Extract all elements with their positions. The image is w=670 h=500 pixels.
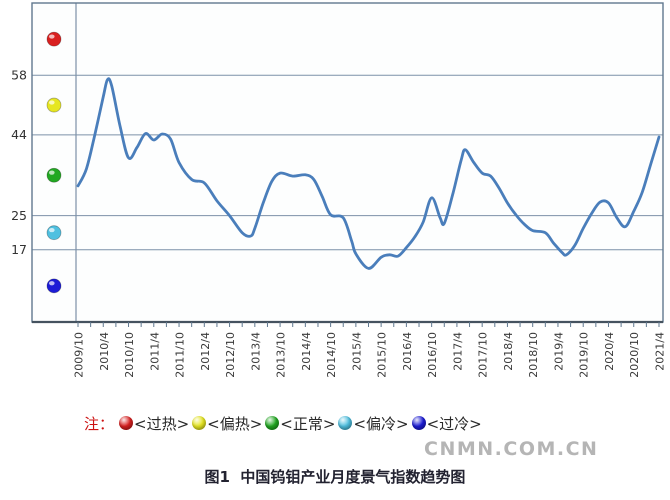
x-axis-label: 2021/4 — [654, 332, 667, 371]
watermark-text: CNMN.COM.CN — [424, 438, 599, 460]
zone-legend: 注： <过热> <偏热> <正常> <偏冷> <过冷> — [84, 412, 482, 434]
x-axis-label: 2016/4 — [401, 332, 414, 371]
legend-label-normal: <正常> — [280, 414, 336, 433]
legend-item-cool: <偏冷> — [338, 413, 409, 434]
x-axis-label: 2016/10 — [426, 332, 439, 378]
red-ball-icon — [119, 416, 134, 430]
plot-background — [32, 3, 663, 322]
lightblue-ball-icon — [338, 416, 353, 430]
overheated-zone-ball-icon — [46, 31, 62, 47]
x-axis-label: 2014/10 — [325, 332, 338, 378]
normal-zone-ball-icon — [46, 167, 62, 183]
blue-ball-icon — [411, 416, 426, 430]
yellow-ball-icon — [192, 416, 207, 430]
legend-item-warm: <偏热> — [192, 413, 262, 434]
prosperity-index-chart: 58 44 25 17 2009/10 2010/4 2010/10 2011/4 2011/1… — [11, 2, 667, 378]
chart-canvas: 58 44 25 17 2009/10 2010/4 2010/10 2011/4 2011/1… — [11, 2, 667, 378]
index-line-series — [76, 77, 661, 270]
cool-zone-ball-icon — [46, 225, 62, 241]
ball-highlight — [49, 281, 55, 286]
legend-item-overheated: <过热> — [119, 413, 189, 434]
x-axis-label: 2011/4 — [148, 332, 161, 371]
x-axis-label: 2009/10 — [73, 332, 86, 378]
ball-highlight — [49, 227, 55, 233]
legend-item-normal: <正常> — [265, 413, 335, 434]
ball-highlight — [49, 170, 55, 175]
cold-zone-ball-icon — [46, 278, 62, 294]
x-axis-label: 2015/4 — [350, 332, 363, 371]
legend-label-warm: <偏热> — [207, 414, 263, 433]
x-axis-label: 2017/10 — [477, 332, 490, 378]
x-axis-label: 2013/10 — [275, 332, 288, 378]
legend-label-cold: <过冷> — [426, 414, 482, 433]
green-ball-icon — [265, 416, 280, 430]
legend-note-label: 注： — [84, 414, 115, 433]
figure-caption: 图1 中国钨钼产业月度景气指数趋势图 — [204, 468, 466, 486]
x-axis-label: 2019/10 — [578, 332, 591, 378]
x-axis-label: 2010/10 — [123, 332, 136, 378]
x-axis-label: 2018/10 — [527, 332, 540, 378]
y-axis-label-58: 58 — [11, 68, 27, 83]
y-axis-label-25: 25 — [11, 208, 27, 223]
x-axis-label: 2019/4 — [552, 332, 565, 371]
x-axis-label: 2014/4 — [300, 332, 313, 371]
ball-highlight — [49, 34, 55, 39]
legend-label-overheated: <过热> — [134, 414, 190, 433]
y-axis-label-44: 44 — [11, 127, 27, 142]
x-axis-label: 2017/4 — [451, 332, 464, 371]
y-axis-label-17: 17 — [11, 242, 27, 257]
x-axis-label: 2020/10 — [628, 332, 641, 378]
x-axis-label: 2015/10 — [376, 332, 389, 378]
x-axis-label: 2012/10 — [224, 332, 237, 378]
x-axis-label: 2013/4 — [249, 332, 262, 371]
x-axis-label: 2010/4 — [98, 332, 111, 371]
x-axis-label: 2012/4 — [199, 332, 212, 371]
legend-label-cool: <偏冷> — [353, 414, 409, 433]
ball-highlight — [49, 100, 55, 105]
x-axis-label: 2020/4 — [603, 332, 616, 371]
x-axis-label: 2011/10 — [174, 332, 187, 378]
x-axis-label: 2018/4 — [502, 332, 515, 371]
warm-zone-ball-icon — [46, 97, 62, 113]
legend-item-cold: <过冷> — [411, 413, 482, 434]
